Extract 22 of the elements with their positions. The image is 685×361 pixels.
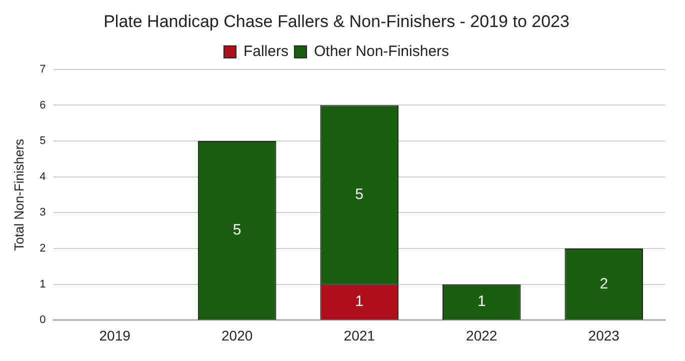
x-tick-label: 2019 bbox=[99, 327, 131, 344]
data-label: 2 bbox=[600, 275, 608, 292]
data-label: 1 bbox=[477, 293, 486, 310]
chart-title: Plate Handicap Chase Fallers & Non-Finishers - 2019 to 2023 bbox=[104, 12, 570, 31]
y-tick-label: 4 bbox=[40, 170, 46, 183]
x-tick-label: 2022 bbox=[466, 327, 498, 344]
y-tick-label: 3 bbox=[40, 206, 46, 219]
data-label: 1 bbox=[355, 293, 364, 310]
y-axis-title: Total Non-Finishers bbox=[11, 138, 26, 251]
data-label: 5 bbox=[232, 222, 242, 239]
y-tick-label: 0 bbox=[40, 314, 46, 326]
data-label: 5 bbox=[355, 186, 364, 203]
y-tick-label: 1 bbox=[40, 278, 46, 290]
y-tick-label: 2 bbox=[40, 242, 46, 255]
legend-label: Other Non-Finishers bbox=[314, 43, 450, 60]
y-tick-label: 7 bbox=[40, 63, 46, 76]
y-tick-label: 6 bbox=[40, 99, 46, 112]
x-tick-label: 2021 bbox=[344, 327, 376, 344]
x-tick-label: 2023 bbox=[588, 327, 620, 344]
y-tick-label: 5 bbox=[40, 135, 46, 148]
x-tick-label: 2020 bbox=[222, 327, 253, 344]
legend-label: Fallers bbox=[243, 43, 288, 60]
